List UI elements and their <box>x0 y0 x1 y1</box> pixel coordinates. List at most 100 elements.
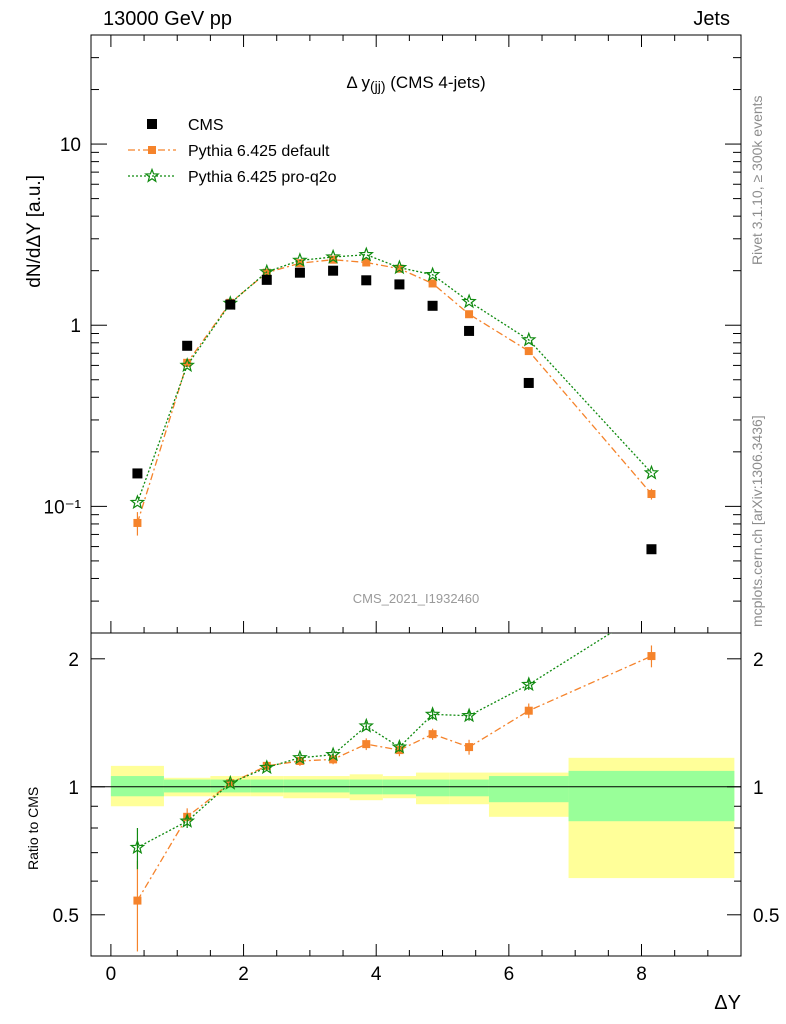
band-inner-4 <box>283 779 317 793</box>
data-point <box>428 730 437 739</box>
data-point <box>461 707 477 723</box>
rivet-version-text: Rivet 3.1.10, ≥ 300k events <box>749 95 765 265</box>
main-y-axis-label: dN/dΔY [a.u.] <box>24 175 45 288</box>
data-point <box>424 706 441 722</box>
data-point <box>362 258 371 267</box>
legend-marker <box>148 146 156 154</box>
x-tick-label: 8 <box>636 964 647 985</box>
data-point <box>179 812 196 828</box>
band-inner-0 <box>110 776 164 797</box>
band-inner-10 <box>488 776 569 803</box>
data-point <box>358 246 374 262</box>
data-point <box>524 347 533 356</box>
legend: CMS Pythia 6.425 default Pythia 6.425 pro-… <box>128 117 337 186</box>
series-line <box>137 633 613 849</box>
data-point <box>183 358 192 367</box>
x-tick-label: 2 <box>238 964 249 985</box>
x-tick-label: 4 <box>371 964 382 985</box>
data-point <box>358 717 375 733</box>
data-point <box>394 279 405 290</box>
data-point <box>258 759 275 775</box>
ratio-plot-series <box>129 601 657 952</box>
axis-ticks <box>91 34 741 957</box>
data-point <box>395 264 404 273</box>
legend-item-1: Pythia 6.425 default <box>128 143 330 160</box>
band-inner-5 <box>316 779 350 793</box>
band-inner-9 <box>449 779 489 797</box>
data-point <box>523 377 534 388</box>
data-point <box>643 464 660 480</box>
y-tick-label: 10 <box>60 135 81 156</box>
data-point <box>129 839 146 855</box>
plot-title: Δ y(jj) (CMS 4-jets) <box>346 73 485 94</box>
band-inner-1 <box>163 779 211 793</box>
data-point <box>646 544 657 555</box>
legend-label: Pythia 6.425 pro-q2o <box>188 169 337 186</box>
legend-label: Pythia 6.425 default <box>188 143 330 160</box>
data-point <box>465 310 474 319</box>
category-label: Jets <box>693 8 730 30</box>
data-point <box>464 325 475 336</box>
series-line <box>136 655 652 901</box>
data-point <box>361 275 372 286</box>
data-point <box>292 749 308 765</box>
series-line <box>136 259 652 524</box>
x-tick-label: 6 <box>504 964 515 985</box>
data-point <box>292 252 308 267</box>
band-inner-11 <box>568 770 735 822</box>
data-point <box>132 468 143 479</box>
data-point <box>179 357 196 373</box>
x-axis-label: ΔY <box>714 992 741 1014</box>
data-point <box>258 263 275 279</box>
series-line <box>136 254 652 503</box>
ratio-plot-frame <box>90 632 742 957</box>
data-point <box>465 743 474 752</box>
legend-marker <box>147 119 157 129</box>
y-tick-label: 10⁻¹ <box>44 497 82 518</box>
ratio-y-tick-label-left: 1 <box>68 778 79 799</box>
data-point <box>222 774 239 790</box>
main-plot-series <box>129 246 660 555</box>
data-point <box>424 266 441 282</box>
data-point <box>261 274 272 285</box>
data-point <box>225 299 236 310</box>
data-point <box>647 652 656 661</box>
y-tick-label: 1 <box>70 316 81 337</box>
ratio-y-tick-label-right: 1 <box>753 778 764 799</box>
data-point <box>520 676 537 692</box>
ratio-y-tick-label-right: 0.5 <box>753 906 779 927</box>
ratio-y-tick-label-right: 2 <box>753 650 764 671</box>
legend-item-2: Pythia 6.425 pro-q2o <box>128 167 337 186</box>
x-tick-label: 0 <box>106 964 117 985</box>
band-inner-8 <box>416 779 450 797</box>
data-point <box>524 706 533 715</box>
data-point <box>645 601 657 613</box>
data-point <box>133 518 142 527</box>
source-reference-text: mcplots.cern.ch [arXiv:1306.3436] <box>749 415 765 627</box>
legend-marker <box>144 167 160 183</box>
data-point <box>328 265 339 276</box>
data-point <box>129 494 146 510</box>
data-point <box>294 267 305 278</box>
ratio-y-tick-label-left: 0.5 <box>53 906 79 927</box>
legend-label: CMS <box>188 117 224 134</box>
data-point <box>329 755 338 764</box>
data-point <box>133 896 142 905</box>
data-point <box>325 248 341 264</box>
data-point <box>391 259 408 275</box>
data-point <box>427 300 438 311</box>
ratio-uncertainty-bands <box>110 757 735 879</box>
data-point <box>520 331 537 347</box>
legend-item-0: CMS <box>147 117 224 134</box>
ratio-y-tick-label-left: 2 <box>68 650 79 671</box>
data-point <box>391 738 408 754</box>
energy-label: 13000 GeV pp <box>103 8 232 30</box>
data-point <box>362 740 371 749</box>
ratio-y-axis-label: Ratio to CMS <box>25 787 41 870</box>
axis-tick-labels: 0 2 4 6 8 10⁻¹ 1 10 0.5 0.5 1 1 2 2 <box>44 135 780 985</box>
band-inner-3 <box>250 779 284 793</box>
watermark-analysis-id: CMS_2021_I1932460 <box>353 591 480 606</box>
data-point <box>647 490 656 499</box>
data-point <box>428 279 437 288</box>
